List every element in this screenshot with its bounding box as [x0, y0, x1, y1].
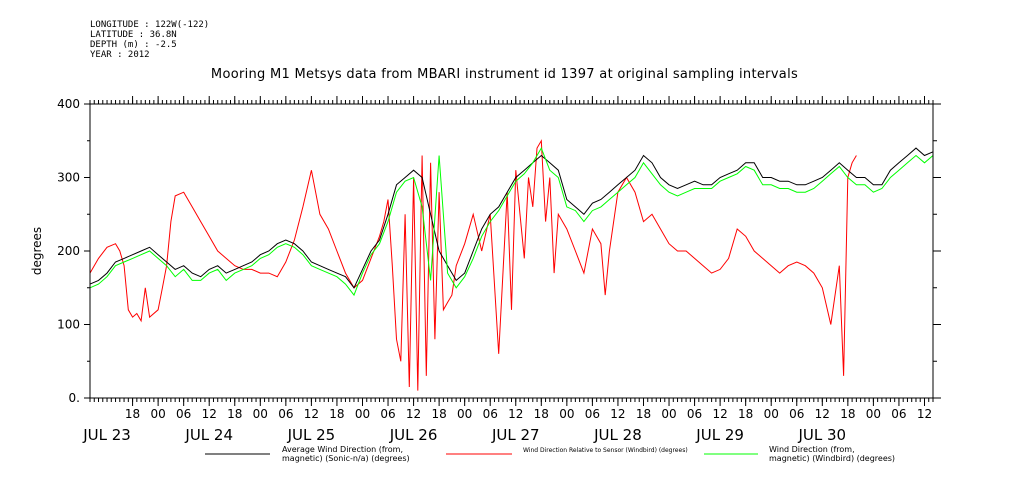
x-tick-label: 18 [431, 407, 446, 421]
legend: Average Wind Direction (from,magnetic) (… [205, 445, 895, 463]
x-tick-label: 12 [406, 407, 421, 421]
x-tick-label: 06 [687, 407, 702, 421]
x-day-label: JUL 27 [491, 426, 540, 444]
plot-area [89, 139, 934, 391]
x-tick-label: 12 [304, 407, 319, 421]
x-tick-label: 06 [380, 407, 395, 421]
x-tick-label: 12 [815, 407, 830, 421]
x-tick-label: 00 [764, 407, 779, 421]
x-tick-label: 12 [508, 407, 523, 421]
x-day-label: JUL 28 [593, 426, 642, 444]
y-tick-label: 300 [57, 171, 80, 185]
x-tick-label: 18 [840, 407, 855, 421]
x-day-label: JUL 25 [287, 426, 336, 444]
x-tick-label: 00 [559, 407, 574, 421]
x-day-label: JUL 26 [389, 426, 438, 444]
x-tick-label: 00 [866, 407, 881, 421]
x-day-label: JUL 23 [82, 426, 131, 444]
x-tick-label: 06 [278, 407, 293, 421]
latitude-label: LATITUDE : 36.8N [90, 30, 177, 40]
year-label: YEAR : 2012 [90, 50, 150, 60]
x-tick-label: 00 [457, 407, 472, 421]
y-axis-label: degrees [30, 227, 44, 275]
y-tick-label: 100 [57, 318, 80, 332]
x-day-label: JUL 24 [184, 426, 233, 444]
depth-label: DEPTH (m) : -2.5 [90, 40, 177, 50]
x-tick-label: 06 [585, 407, 600, 421]
x-tick-label: 06 [789, 407, 804, 421]
series-line-2 [89, 139, 857, 391]
x-tick-label: 18 [738, 407, 753, 421]
x-tick-label: 12 [712, 407, 727, 421]
legend-label-1: magnetic) (Sonic-n/a) (degrees) [282, 454, 410, 463]
x-tick-label: 12 [917, 407, 932, 421]
y-tick-label: 0. [69, 391, 80, 405]
x-tick-label: 00 [355, 407, 370, 421]
x-tick-label: 12 [610, 407, 625, 421]
longitude-label: LONGITUDE : 122W(-122) [90, 20, 210, 30]
x-tick-label: 18 [636, 407, 651, 421]
x-tick-label: 06 [176, 407, 191, 421]
series-line-3 [89, 146, 934, 297]
x-tick-label: 12 [202, 407, 217, 421]
x-tick-label: 18 [227, 407, 242, 421]
x-tick-label: 18 [329, 407, 344, 421]
x-tick-label: 00 [253, 407, 268, 421]
legend-label-1: Average Wind Direction (from, [282, 445, 403, 454]
chart-title: Mooring M1 Metsys data from MBARI instru… [210, 67, 799, 82]
x-tick-label: 18 [125, 407, 140, 421]
legend-label-2: Wind Direction Relative to Sensor (Windb… [523, 447, 688, 454]
axes: 18 00 06 12 18 00 06 12 18 00 06 12 18 00 06 12 18 00 06 12… [30, 96, 941, 444]
x-tick-label: 06 [891, 407, 906, 421]
metadata-block: LONGITUDE : 122W(-122) LATITUDE : 36.8N … [90, 20, 209, 60]
legend-label-3: magnetic) (Windbird) (degrees) [769, 454, 895, 463]
x-tick-label: 00 [661, 407, 676, 421]
x-tick-label: 18 [534, 407, 549, 421]
legend-label-3: Wind Direction (from, [769, 445, 855, 454]
plot-frame [89, 103, 934, 399]
series-line-1 [89, 147, 934, 289]
x-tick-label: 00 [150, 407, 165, 421]
y-tick-label: 200 [57, 244, 80, 258]
x-day-label: JUL 30 [797, 426, 846, 444]
x-day-label: JUL 29 [695, 426, 744, 444]
x-tick-label: 06 [483, 407, 498, 421]
y-tick-label: 400 [57, 97, 80, 111]
